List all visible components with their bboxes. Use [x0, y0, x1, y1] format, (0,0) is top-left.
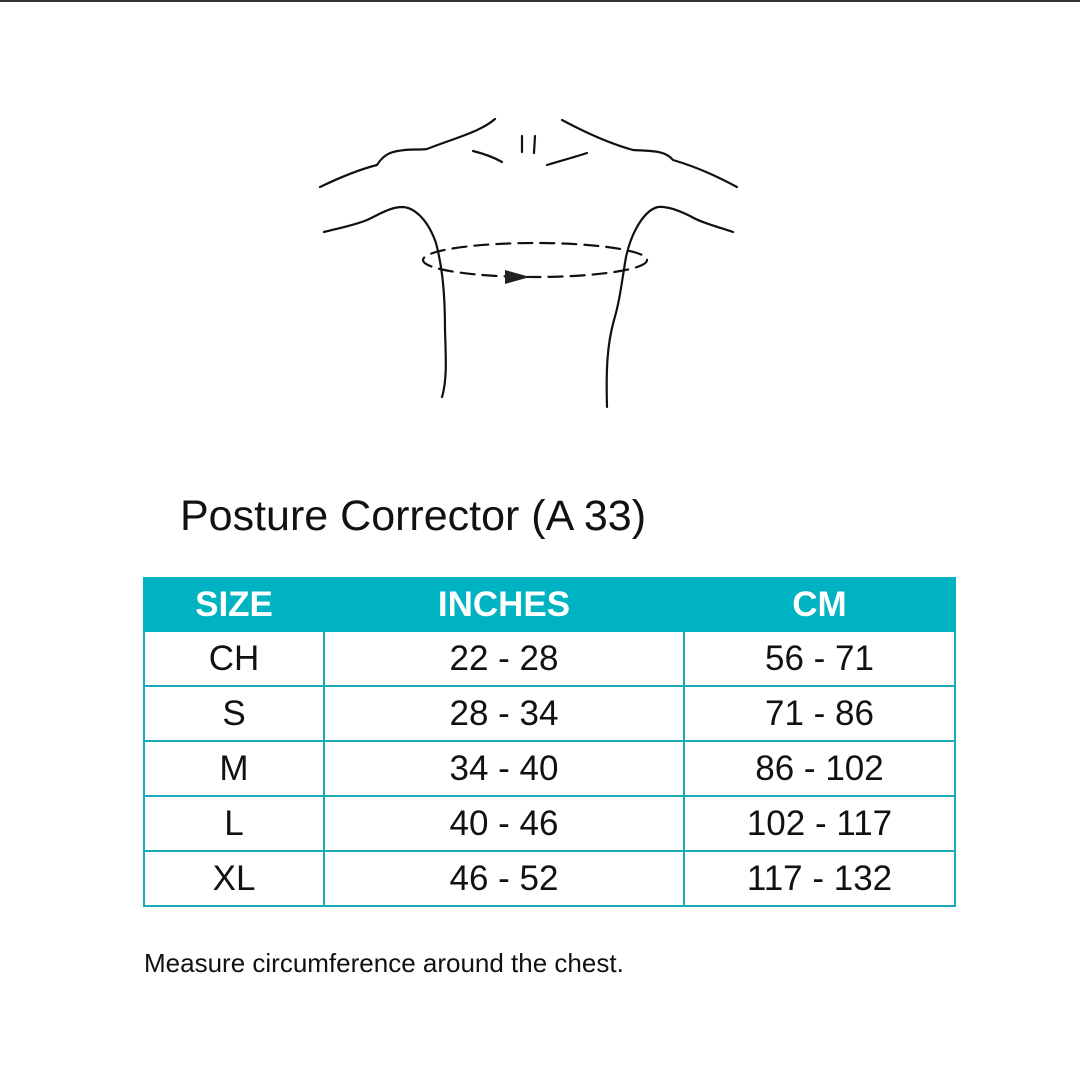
table-row: CH 22 - 28 56 - 71	[143, 630, 956, 687]
left-clavicle	[471, 149, 504, 164]
table-row: M 34 - 40 86 - 102	[143, 740, 956, 797]
size-chart-table: SIZE INCHES CM CH 22 - 28 56 - 71 S 28 - 34…	[143, 577, 956, 907]
size-cell: CH	[143, 630, 325, 687]
right-torso-line	[605, 205, 735, 409]
top-border	[0, 0, 1080, 2]
cm-cell: 102 - 117	[683, 795, 956, 852]
size-cell: L	[143, 795, 325, 852]
size-cell: S	[143, 685, 325, 742]
header-cm: CM	[683, 577, 956, 632]
inches-cell: 46 - 52	[323, 850, 685, 907]
left-shoulder-line	[318, 117, 497, 189]
neck-line	[532, 134, 537, 155]
table-row: L 40 - 46 102 - 117	[143, 795, 956, 852]
header-size: SIZE	[143, 577, 325, 632]
cm-cell: 71 - 86	[683, 685, 956, 742]
header-inches: INCHES	[323, 577, 685, 632]
measurement-dashed-ellipse	[421, 241, 649, 279]
cm-cell: 86 - 102	[683, 740, 956, 797]
cm-cell: 117 - 132	[683, 850, 956, 907]
table-row: XL 46 - 52 117 - 132	[143, 850, 956, 907]
cm-cell: 56 - 71	[683, 630, 956, 687]
inches-cell: 34 - 40	[323, 740, 685, 797]
inches-cell: 40 - 46	[323, 795, 685, 852]
table-header-row: SIZE INCHES CM	[143, 577, 956, 632]
direction-arrow-icon	[505, 270, 530, 284]
right-clavicle	[545, 151, 589, 167]
size-cell: XL	[143, 850, 325, 907]
right-shoulder-line	[560, 118, 739, 189]
inches-cell: 22 - 28	[323, 630, 685, 687]
table-row: S 28 - 34 71 - 86	[143, 685, 956, 742]
measurement-note: Measure circumference around the chest.	[144, 948, 624, 978]
left-torso-line	[322, 205, 447, 399]
page-title: Posture Corrector (A 33)	[180, 492, 647, 540]
chest-measurement-illustration	[318, 117, 739, 409]
size-cell: M	[143, 740, 325, 797]
inches-cell: 28 - 34	[323, 685, 685, 742]
